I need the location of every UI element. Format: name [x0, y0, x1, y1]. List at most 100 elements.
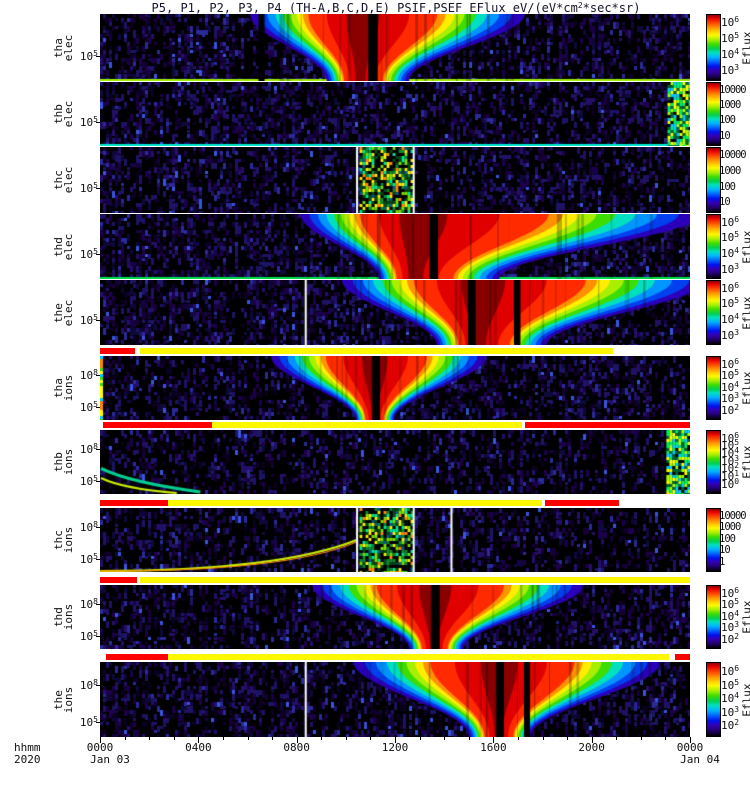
spectrogram-canvas-tha-ions [100, 356, 690, 420]
y-tick-label-thd-elec: 105 [79, 247, 98, 262]
colorbar-tick-label: 10000 [719, 148, 747, 161]
exponent: 6 [734, 585, 740, 595]
time-axis-tick [100, 737, 101, 743]
colorbar-tick-label: 103 [721, 327, 740, 342]
exponent: 1 [734, 469, 740, 479]
time-axis-tick [173, 737, 175, 740]
time-axis-tick [616, 737, 618, 740]
exponent: 6 [734, 15, 740, 25]
quality-bar-segment [105, 654, 168, 660]
colorbar-tick-label: 105 [721, 31, 740, 46]
y-tick-label-thb-ions: 105 [79, 474, 98, 489]
colorbar-tick-label: 105 [721, 597, 740, 612]
quality-bar-segment [524, 422, 690, 428]
time-axis-tick [345, 737, 347, 740]
spectrogram-canvas-the-ions [100, 662, 690, 737]
colorbar-tick-label: 105 [721, 368, 740, 383]
exponent: 3 [734, 620, 740, 630]
time-axis-label: 0800 [283, 741, 310, 754]
colorbar-tick-label: 106 [721, 280, 740, 295]
time-axis-tick [640, 737, 642, 740]
quality-bar-segment [140, 348, 614, 354]
plot-title: P5, P1, P2, P3, P4 (TH-A,B,C,D,E) PSIF,P… [98, 1, 694, 15]
y-tick-label-thc-ions: 108 [79, 520, 98, 535]
quality-bar-the-ions [100, 654, 690, 660]
colorbar-tick-label: 1000 [719, 521, 741, 534]
exponent: 5 [93, 313, 98, 323]
y-tick-mark [96, 254, 100, 256]
exponent: 8 [93, 442, 98, 452]
spectrogram-canvas-thb-ions [100, 430, 690, 494]
exponent: 5 [93, 247, 98, 257]
exponent: 4 [734, 246, 740, 255]
quality-bar-segment [102, 422, 213, 428]
exponent: 6 [734, 214, 740, 224]
exponent: 5 [734, 230, 740, 240]
y-tick-label-thb-elec: 105 [79, 114, 98, 129]
colorbar-axis-label-the-elec: Eflux [740, 295, 750, 330]
colorbar-the-elec [706, 280, 721, 345]
time-axis-tick [272, 737, 274, 740]
spectrogram-canvas-thc-ions [100, 508, 690, 572]
colorbar-tick-label: 101 [721, 469, 740, 484]
exponent: 5 [734, 597, 740, 607]
spectrogram-canvas-the-elec [100, 280, 690, 345]
y-tick-label-thd-ions: 105 [79, 629, 98, 644]
colorbar-tick-label: 104 [721, 446, 740, 461]
exponent: 3 [734, 391, 740, 401]
quality-bar-segment [167, 654, 670, 660]
y-tick-mark [96, 407, 100, 409]
quality-bar-segment [100, 348, 136, 354]
colorbar-tick-label: 106 [721, 356, 740, 371]
quality-bar-segment [167, 500, 543, 506]
time-axis-label: 2000 [578, 741, 605, 754]
colorbar-tick-label: 1000 [719, 164, 741, 177]
colorbar-tick-label: 106 [721, 15, 740, 30]
y-tick-mark [96, 684, 100, 686]
time-axis-tick [321, 737, 323, 740]
time-axis-tick [395, 737, 396, 743]
time-axis-tick [468, 737, 470, 740]
exponent: 4 [734, 379, 740, 389]
exponent: 2 [734, 402, 740, 412]
y-tick-label-thd-ions: 108 [79, 597, 98, 612]
spectrogram-canvas-thb-elec [100, 82, 690, 146]
colorbar-tick-label: 100 [719, 114, 736, 127]
exponent: 4 [734, 446, 740, 456]
spectrogram-canvas-thc-elec [100, 147, 690, 213]
y-tick-mark [96, 187, 100, 189]
time-axis-tick [419, 737, 421, 740]
y-tick-label-tha-ions: 108 [79, 368, 98, 383]
plot-title-units: *sec*sr) [582, 1, 641, 15]
time-axis-tick [198, 737, 200, 743]
spectrogram-canvas-tha-elec [100, 14, 690, 81]
exponent: 4 [734, 608, 740, 618]
y-tick-label-thc-ions: 105 [79, 552, 98, 567]
y-tick-mark [96, 527, 100, 529]
exponent: 5 [734, 677, 740, 687]
y-tick-label-tha-elec: 105 [79, 48, 98, 63]
y-tick-mark [96, 55, 100, 57]
colorbar-tick-label: 104 [721, 312, 740, 326]
exponent: 0 [734, 476, 740, 486]
y-tick-mark [96, 559, 100, 561]
colorbar-axis-label-the-ions: Eflux [740, 682, 750, 717]
exponent: 6 [734, 280, 740, 290]
quality-bar-segment [140, 577, 690, 583]
exponent: 5 [93, 114, 98, 124]
colorbar-tha-elec [706, 14, 721, 81]
time-axis-tick [591, 737, 593, 743]
spectrogram-canvas-thd-elec [100, 214, 690, 279]
exponent: 4 [734, 312, 740, 321]
exponent: 5 [734, 438, 740, 448]
colorbar-tick-label: 104 [721, 608, 740, 623]
colorbar-tick-label: 10000 [719, 509, 747, 522]
colorbar-tha-ions [706, 356, 721, 420]
time-axis-tick [124, 737, 126, 740]
exponent: 3 [734, 704, 740, 714]
plot-title-exponent: 2 [577, 1, 583, 10]
colorbar-axis-label-thd-ions: Eflux [740, 600, 750, 634]
time-axis-tick [296, 737, 298, 743]
spectrogram-canvas-thd-ions [100, 585, 690, 649]
